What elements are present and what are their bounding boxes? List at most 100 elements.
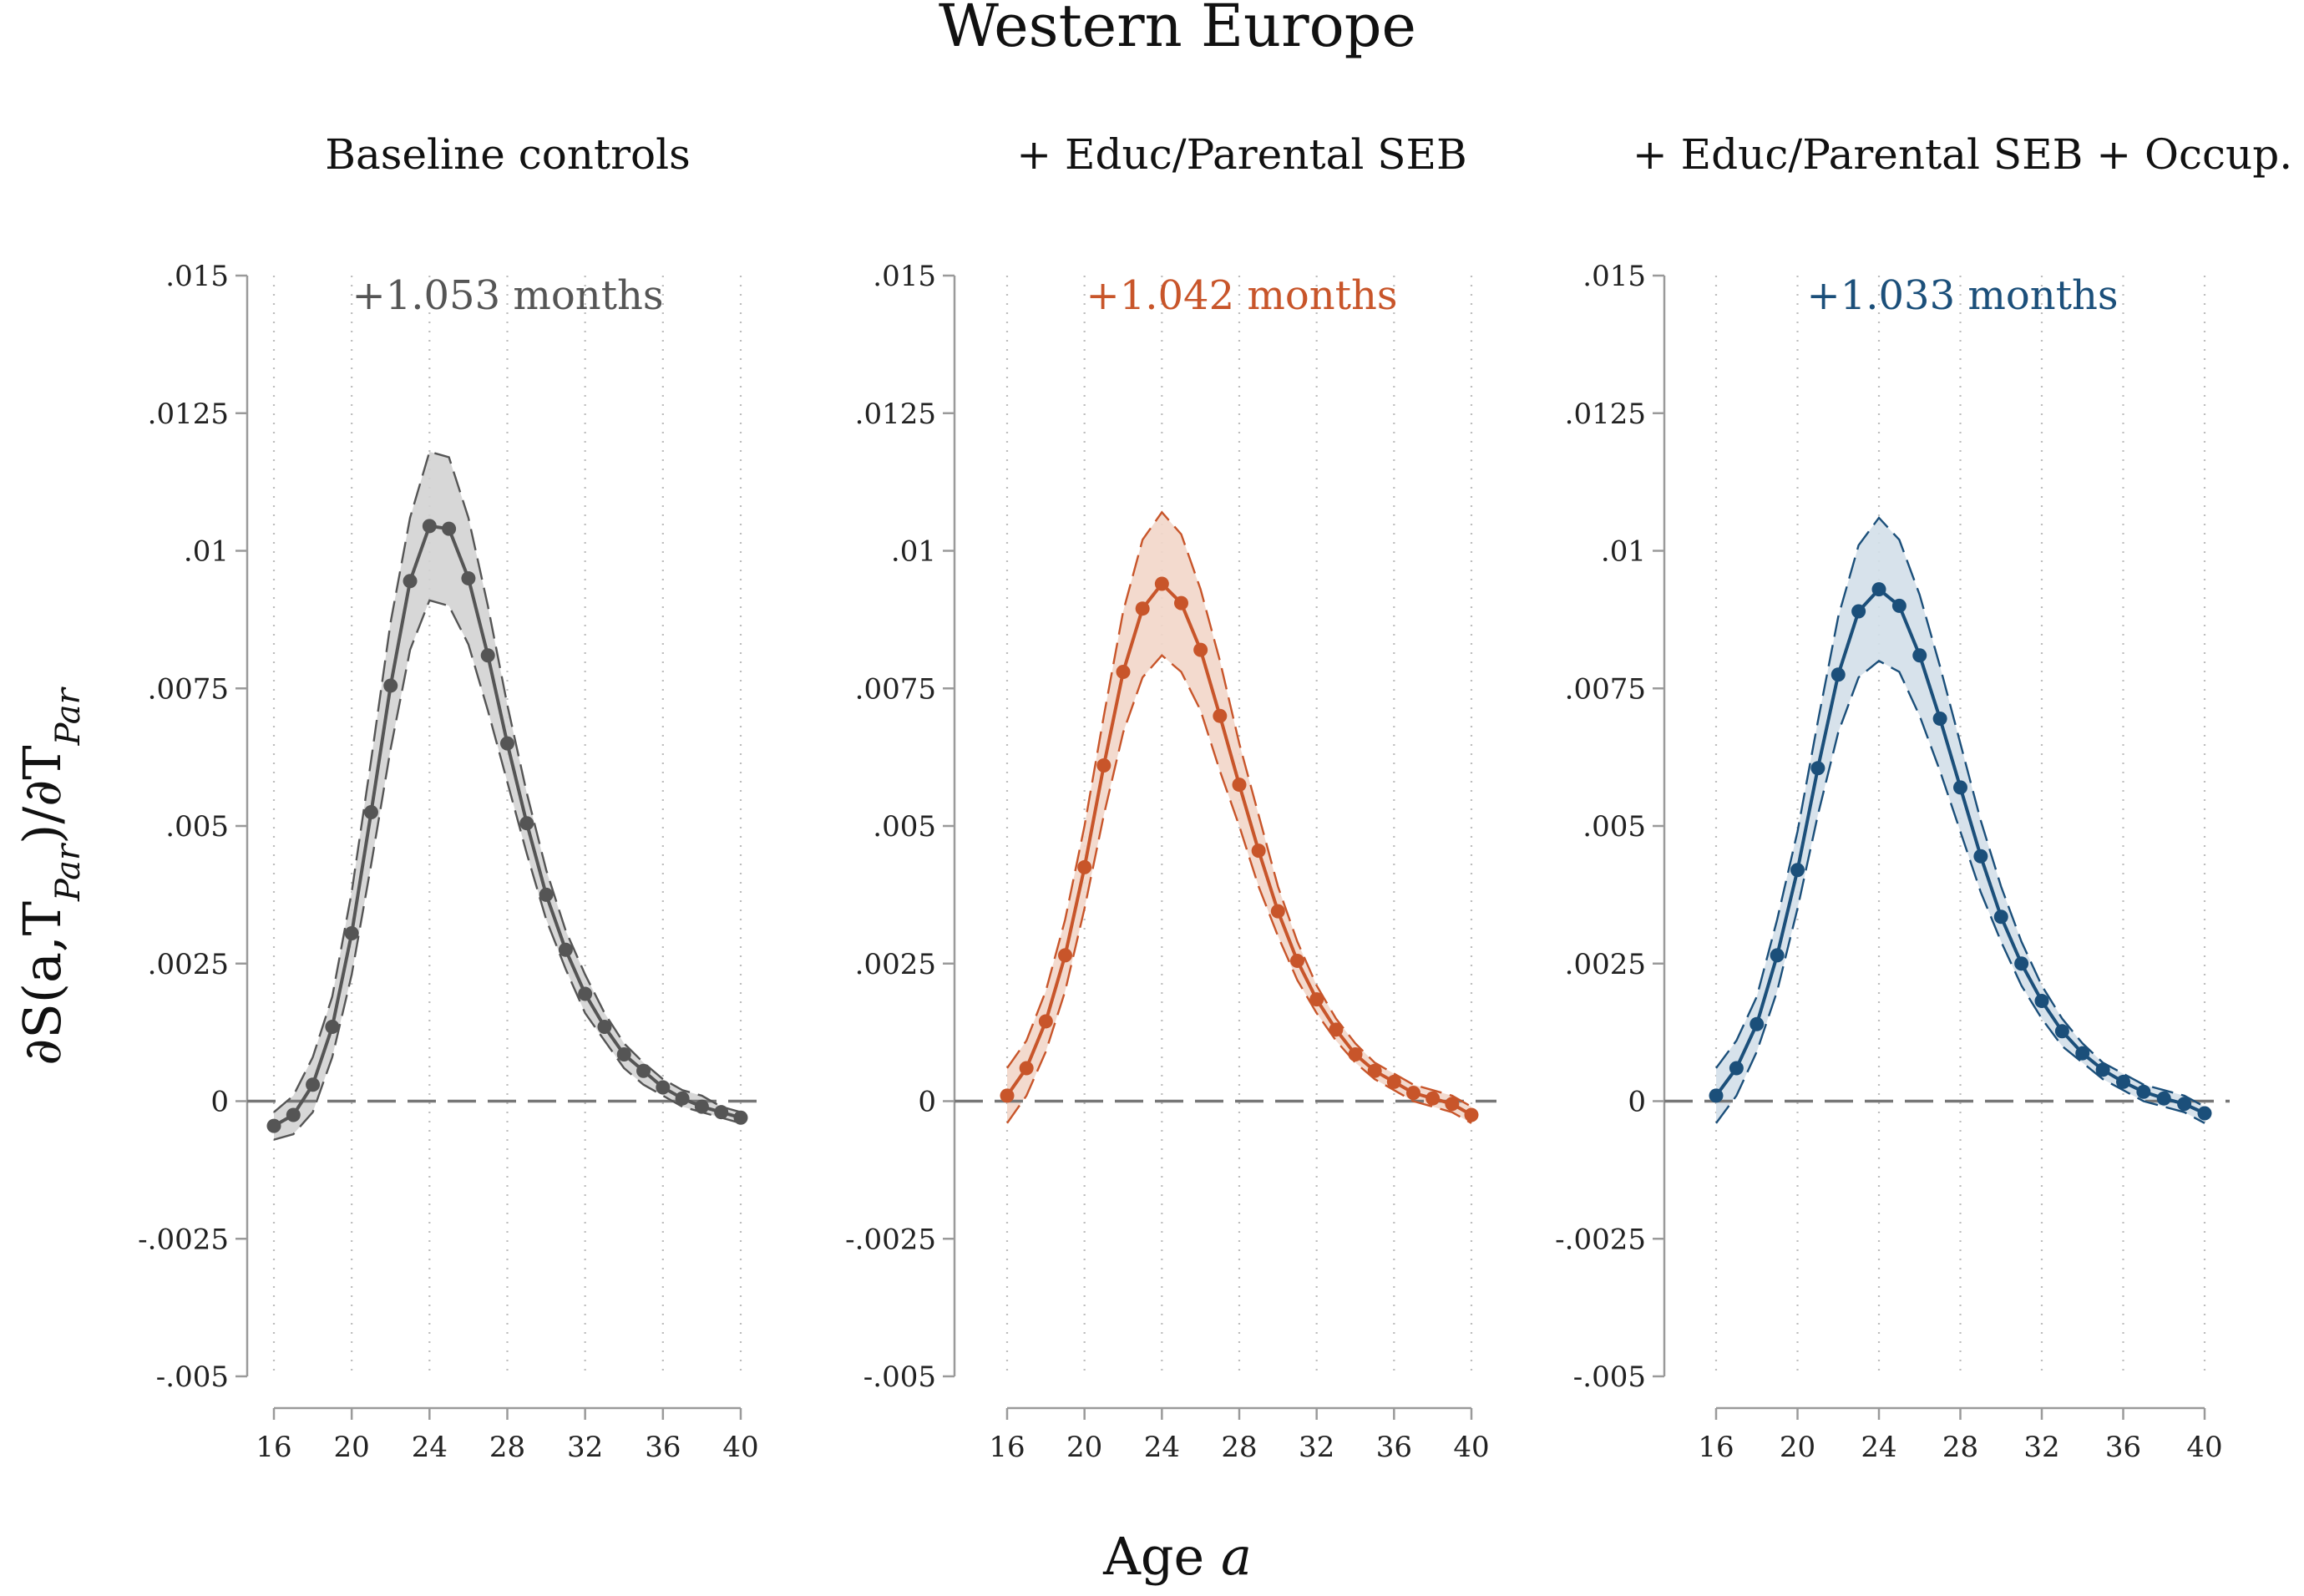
data-point xyxy=(1831,667,1846,682)
x-tick-label: 16 xyxy=(256,1431,291,1464)
data-point xyxy=(344,926,359,941)
y-tick-label: -.0025 xyxy=(1555,1223,1646,1256)
y-tick-label: -.005 xyxy=(1573,1360,1646,1394)
data-point xyxy=(1891,598,1906,613)
panel-title: Baseline controls xyxy=(325,130,691,179)
data-point xyxy=(442,521,457,536)
data-point xyxy=(1871,582,1886,597)
data-point xyxy=(656,1080,671,1095)
data-point xyxy=(1953,780,1967,795)
data-point xyxy=(403,574,418,589)
y-tick-label: -.0025 xyxy=(138,1223,229,1256)
y-tick-label: 0 xyxy=(210,1086,229,1119)
y-tick-label: 0 xyxy=(1628,1086,1646,1119)
data-point xyxy=(306,1077,321,1092)
data-point xyxy=(1174,595,1188,611)
y-tick-label: .0025 xyxy=(855,948,936,981)
data-point xyxy=(2116,1074,2130,1089)
data-point xyxy=(675,1091,690,1106)
data-point xyxy=(1270,904,1285,919)
x-tick-label: 32 xyxy=(567,1431,603,1464)
x-tick-label: 16 xyxy=(989,1431,1025,1464)
x-axis-title: Age a xyxy=(1102,1526,1252,1587)
data-point xyxy=(597,1020,612,1035)
data-point xyxy=(2156,1091,2171,1106)
data-point xyxy=(1309,992,1324,1007)
data-point xyxy=(1077,859,1092,874)
y-tick-label: .0025 xyxy=(148,948,229,981)
y-tick-label: .015 xyxy=(873,260,936,293)
data-point xyxy=(1019,1061,1034,1076)
y-tick-label: .005 xyxy=(1582,810,1646,844)
data-point xyxy=(1851,604,1866,619)
x-tick-label: 24 xyxy=(1144,1431,1180,1464)
x-tick-label: 40 xyxy=(722,1431,758,1464)
data-point xyxy=(578,986,593,1001)
x-tick-label: 20 xyxy=(1066,1431,1102,1464)
data-point xyxy=(1038,1014,1053,1029)
data-point xyxy=(1193,642,1208,657)
y-tick-label: .0125 xyxy=(1565,398,1646,431)
y-tick-label: .015 xyxy=(165,260,229,293)
data-point xyxy=(1058,948,1072,963)
data-point xyxy=(1464,1107,1479,1122)
x-tick-label: 36 xyxy=(1376,1431,1412,1464)
lower-ci-line xyxy=(1006,654,1472,1124)
data-point xyxy=(1973,849,1988,864)
months-annotation: +1.053 months xyxy=(352,272,663,319)
y-tick-label: .015 xyxy=(1582,260,1646,293)
x-tick-label: 24 xyxy=(412,1431,448,1464)
data-point xyxy=(2177,1097,2192,1112)
upper-ci-line xyxy=(1715,516,2205,1108)
data-point xyxy=(1329,1022,1344,1037)
y-tick-label: .01 xyxy=(891,535,936,569)
chart-panel-2: -.005 -.0025 0 .0025 .005 .0075 .01 .0125 .015 16… xyxy=(845,130,1496,1464)
data-point xyxy=(1425,1091,1441,1106)
data-point xyxy=(480,648,495,663)
data-point xyxy=(1709,1088,1724,1103)
y-tick-label: 0 xyxy=(918,1086,936,1119)
confidence-band xyxy=(274,451,741,1140)
y-tick-label: .0075 xyxy=(148,672,229,706)
data-point xyxy=(1729,1061,1744,1076)
x-tick-label: 40 xyxy=(1453,1431,1489,1464)
y-tick-label: -.005 xyxy=(156,1360,229,1394)
data-point xyxy=(1912,648,1927,663)
data-point xyxy=(422,519,437,534)
data-point xyxy=(1290,953,1304,968)
data-point xyxy=(1232,778,1247,793)
y-tick-label: .0025 xyxy=(1565,948,1646,981)
data-point xyxy=(1348,1046,1363,1061)
y-tick-label: .01 xyxy=(184,535,229,569)
y-tick-label: .0075 xyxy=(855,672,936,706)
x-tick-label: 20 xyxy=(1780,1431,1815,1464)
panel-title: + Educ/Parental SEB xyxy=(1016,130,1467,179)
x-tick-label: 40 xyxy=(2186,1431,2222,1464)
y-tick-label: .01 xyxy=(1601,535,1646,569)
data-point xyxy=(2054,1024,2069,1039)
y-tick-label: -.005 xyxy=(863,1360,936,1394)
data-point xyxy=(1770,948,1785,963)
data-point xyxy=(363,805,378,820)
confidence-band xyxy=(1716,517,2205,1123)
x-tick-label: 20 xyxy=(334,1431,370,1464)
data-point xyxy=(1445,1097,1460,1112)
lower-ci-line xyxy=(1715,659,2205,1124)
x-tick-label: 24 xyxy=(1861,1431,1896,1464)
panel-title: + Educ/Parental SEB + Occup. xyxy=(1633,130,2292,179)
upper-ci-line xyxy=(273,450,742,1113)
data-point xyxy=(2136,1084,2151,1099)
data-point xyxy=(1154,576,1169,591)
data-point xyxy=(1251,844,1266,859)
data-point xyxy=(2075,1046,2090,1061)
confidence-band xyxy=(1007,512,1471,1123)
data-point xyxy=(519,816,534,831)
x-tick-label: 32 xyxy=(2023,1431,2059,1464)
x-tick-label: 36 xyxy=(645,1431,681,1464)
estimate-line xyxy=(1005,581,1472,1117)
data-point xyxy=(2034,994,2049,1009)
data-point xyxy=(1993,909,2008,925)
y-tick-label: .005 xyxy=(165,810,229,844)
y-tick-label: .0075 xyxy=(1565,672,1646,706)
x-tick-label: 28 xyxy=(1221,1431,1257,1464)
